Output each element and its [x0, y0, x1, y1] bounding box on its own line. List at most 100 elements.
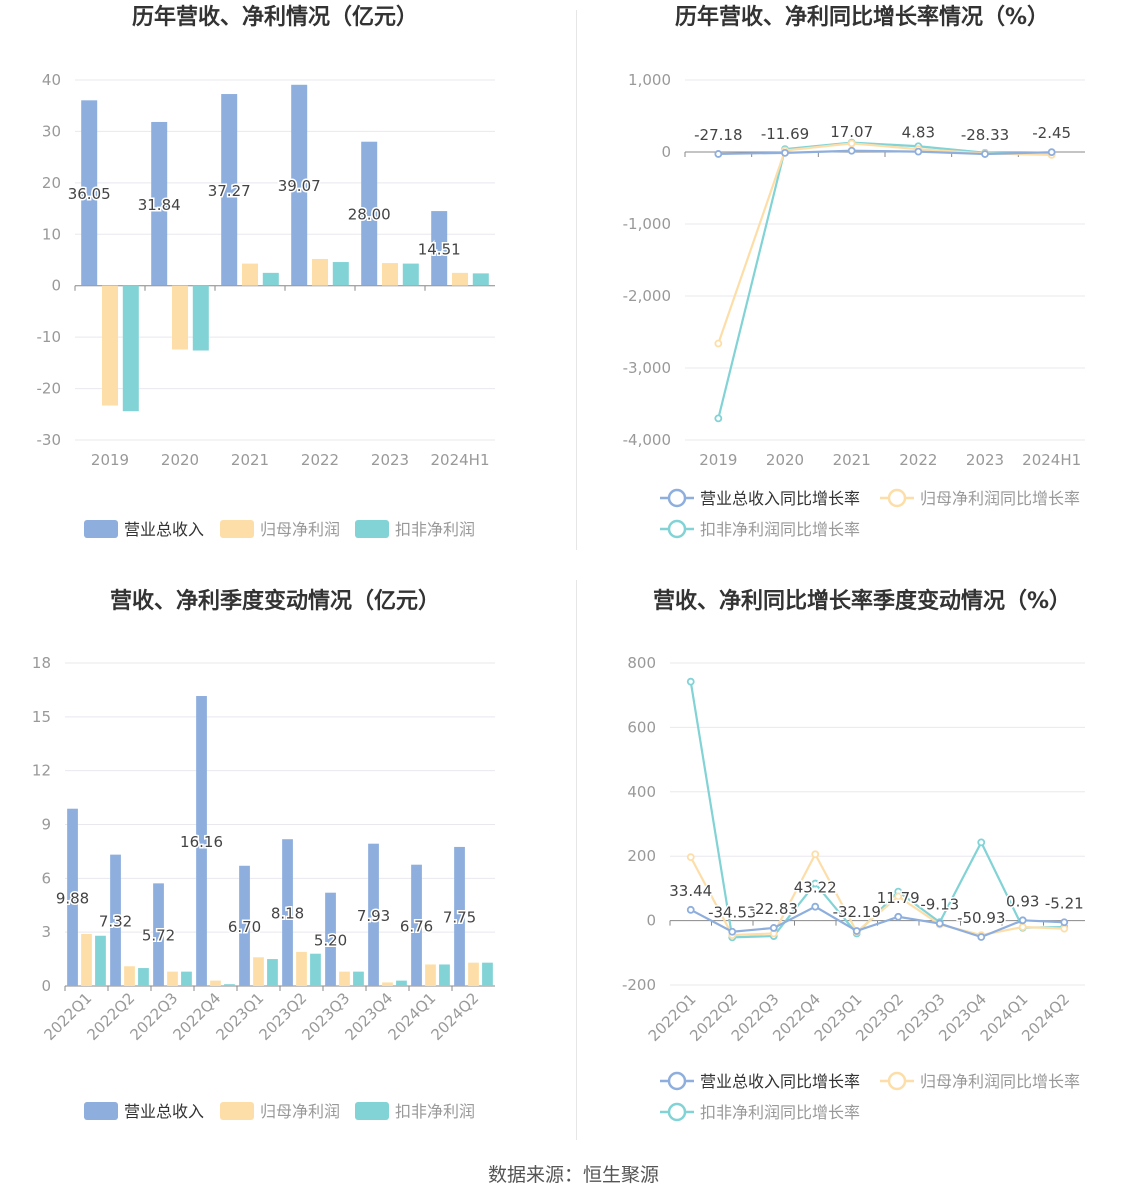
line-parent-profit-growth: [717, 142, 1052, 344]
bar-data-label: 7.32: [99, 912, 132, 930]
line-point: [894, 892, 903, 901]
x-tick-label: 2020: [766, 451, 804, 469]
y-tick-label: -30: [37, 431, 62, 449]
quarterly-growth-chart: 营收、净利同比增长率季度变动情况（%）8006004002000-2002022…: [622, 588, 1085, 1122]
bar-revenue: [67, 808, 78, 986]
y-tick-label: 1,000: [628, 71, 671, 89]
panel-divider-bottom: [576, 580, 577, 1140]
bar-revenue: [282, 839, 293, 986]
bar-deducted-profit: [224, 984, 235, 986]
chart-title: 营收、净利同比增长率季度变动情况（%）: [653, 588, 1071, 614]
line-point: [914, 147, 923, 156]
line-data-label: 0.93: [1006, 892, 1039, 910]
bar-deducted-profit: [353, 971, 364, 986]
line-data-label: -2.45: [1032, 124, 1071, 142]
annual-amounts-chart: 历年营收、净利情况（亿元） 40 30 20 10 0 -10 -20 -30 2019 2020 2…: [37, 4, 495, 539]
bar-revenue: [431, 211, 448, 286]
legend-label: 扣非净利润同比增长率: [700, 1103, 860, 1122]
line-deducted-profit-growth: [689, 681, 1065, 939]
bar-revenue: [239, 865, 250, 986]
bar-parent-profit: [210, 980, 221, 986]
line-point: [1060, 924, 1069, 933]
chart-title: 营收、净利季度变动情况（亿元）: [110, 588, 440, 614]
x-tick-label: 2022: [899, 451, 937, 469]
legend-marker: [887, 488, 907, 508]
legend-marker: [667, 488, 687, 508]
bar-revenue: [81, 100, 98, 286]
line-data-label: 11.79: [877, 889, 920, 907]
line-data-label: -50.93: [957, 909, 1005, 927]
line-data-label: -27.18: [694, 126, 742, 144]
line-point: [847, 139, 856, 148]
y-tick-label: 30: [42, 122, 61, 140]
line-point: [1060, 918, 1069, 927]
line-point: [686, 905, 695, 914]
legend-marker: [667, 1102, 687, 1122]
line-point: [686, 853, 695, 862]
line-point: [847, 146, 856, 155]
bar-parent-profit: [382, 982, 393, 986]
legend-swatch: [220, 1102, 254, 1120]
line-point: [977, 933, 986, 941]
line-point: [1047, 148, 1056, 157]
bar-data-label: 8.18: [271, 905, 304, 923]
line-point: [935, 919, 944, 928]
bar-revenue: [151, 121, 168, 286]
bar-deducted-profit: [310, 953, 321, 986]
x-tick-label: 2023: [371, 451, 409, 469]
line-deducted-profit-growth: [717, 141, 1052, 419]
line-revenue-growth: [690, 905, 1065, 939]
line-point: [1018, 916, 1027, 925]
line-point: [728, 927, 737, 936]
y-tick-label: 600: [627, 718, 656, 736]
bar-parent-profit: [124, 966, 135, 986]
bar-data-label: 5.72: [142, 927, 175, 945]
legend-label: 归母净利润: [260, 1102, 340, 1121]
y-tick-label: 6: [41, 869, 51, 887]
x-tick-label: 2023: [966, 451, 1004, 469]
x-tick-label: 2019: [91, 451, 129, 469]
x-tick-label: 2024H1: [431, 451, 490, 469]
line-point: [894, 912, 903, 921]
quarterly-amounts-chart: 营收、净利季度变动情况（亿元）18151296302022Q12022Q2202…: [32, 588, 495, 1121]
panel-divider-top: [576, 10, 577, 550]
bar-revenue: [411, 864, 422, 986]
y-tick-label: 3: [41, 923, 51, 941]
bar-parent-profit: [172, 285, 188, 350]
bar-data-label: 31.84: [138, 196, 181, 214]
legend-marker: [667, 1071, 687, 1091]
legend-label: 营业总收入: [124, 520, 204, 539]
bar-deducted-profit: [181, 971, 192, 986]
legend-swatch: [355, 520, 389, 538]
bar-deducted-profit: [472, 273, 489, 286]
line-point: [977, 838, 986, 847]
x-tick-label: 2019: [699, 451, 737, 469]
legend-label: 归母净利润: [260, 520, 340, 539]
y-tick-label: 0: [646, 912, 656, 930]
bar-parent-profit: [81, 933, 92, 986]
bar-deducted-profit: [332, 262, 349, 286]
x-tick-label: 2020: [161, 451, 199, 469]
line-data-label: -11.69: [761, 125, 809, 143]
legend-label: 营业总收入同比增长率: [700, 489, 860, 508]
legend-label: 扣非净利润: [395, 1102, 475, 1121]
y-tick-label: 12: [32, 762, 51, 780]
bar-parent-profit: [425, 964, 436, 986]
line-point: [811, 902, 820, 911]
bar-deducted-profit: [267, 959, 278, 986]
legend-label: 营业总收入同比增长率: [700, 1072, 860, 1091]
line-point: [686, 677, 695, 686]
line-revenue-growth: [718, 149, 1052, 156]
bar-deducted-profit: [138, 968, 149, 986]
legend-swatch: [220, 520, 254, 538]
bar-deducted-profit: [122, 285, 139, 412]
y-tick-label: 400: [627, 783, 656, 801]
bar-data-label: 36.05: [68, 185, 111, 203]
line-data-label: -9.13: [920, 896, 959, 914]
y-tick-label: 20: [42, 174, 61, 192]
bar-revenue: [196, 696, 207, 986]
bar-data-label: 39.07: [278, 177, 321, 195]
bar-data-label: 5.20: [314, 931, 347, 949]
x-tick-label: 2021: [231, 451, 269, 469]
bar-data-label: 6.76: [400, 917, 433, 935]
